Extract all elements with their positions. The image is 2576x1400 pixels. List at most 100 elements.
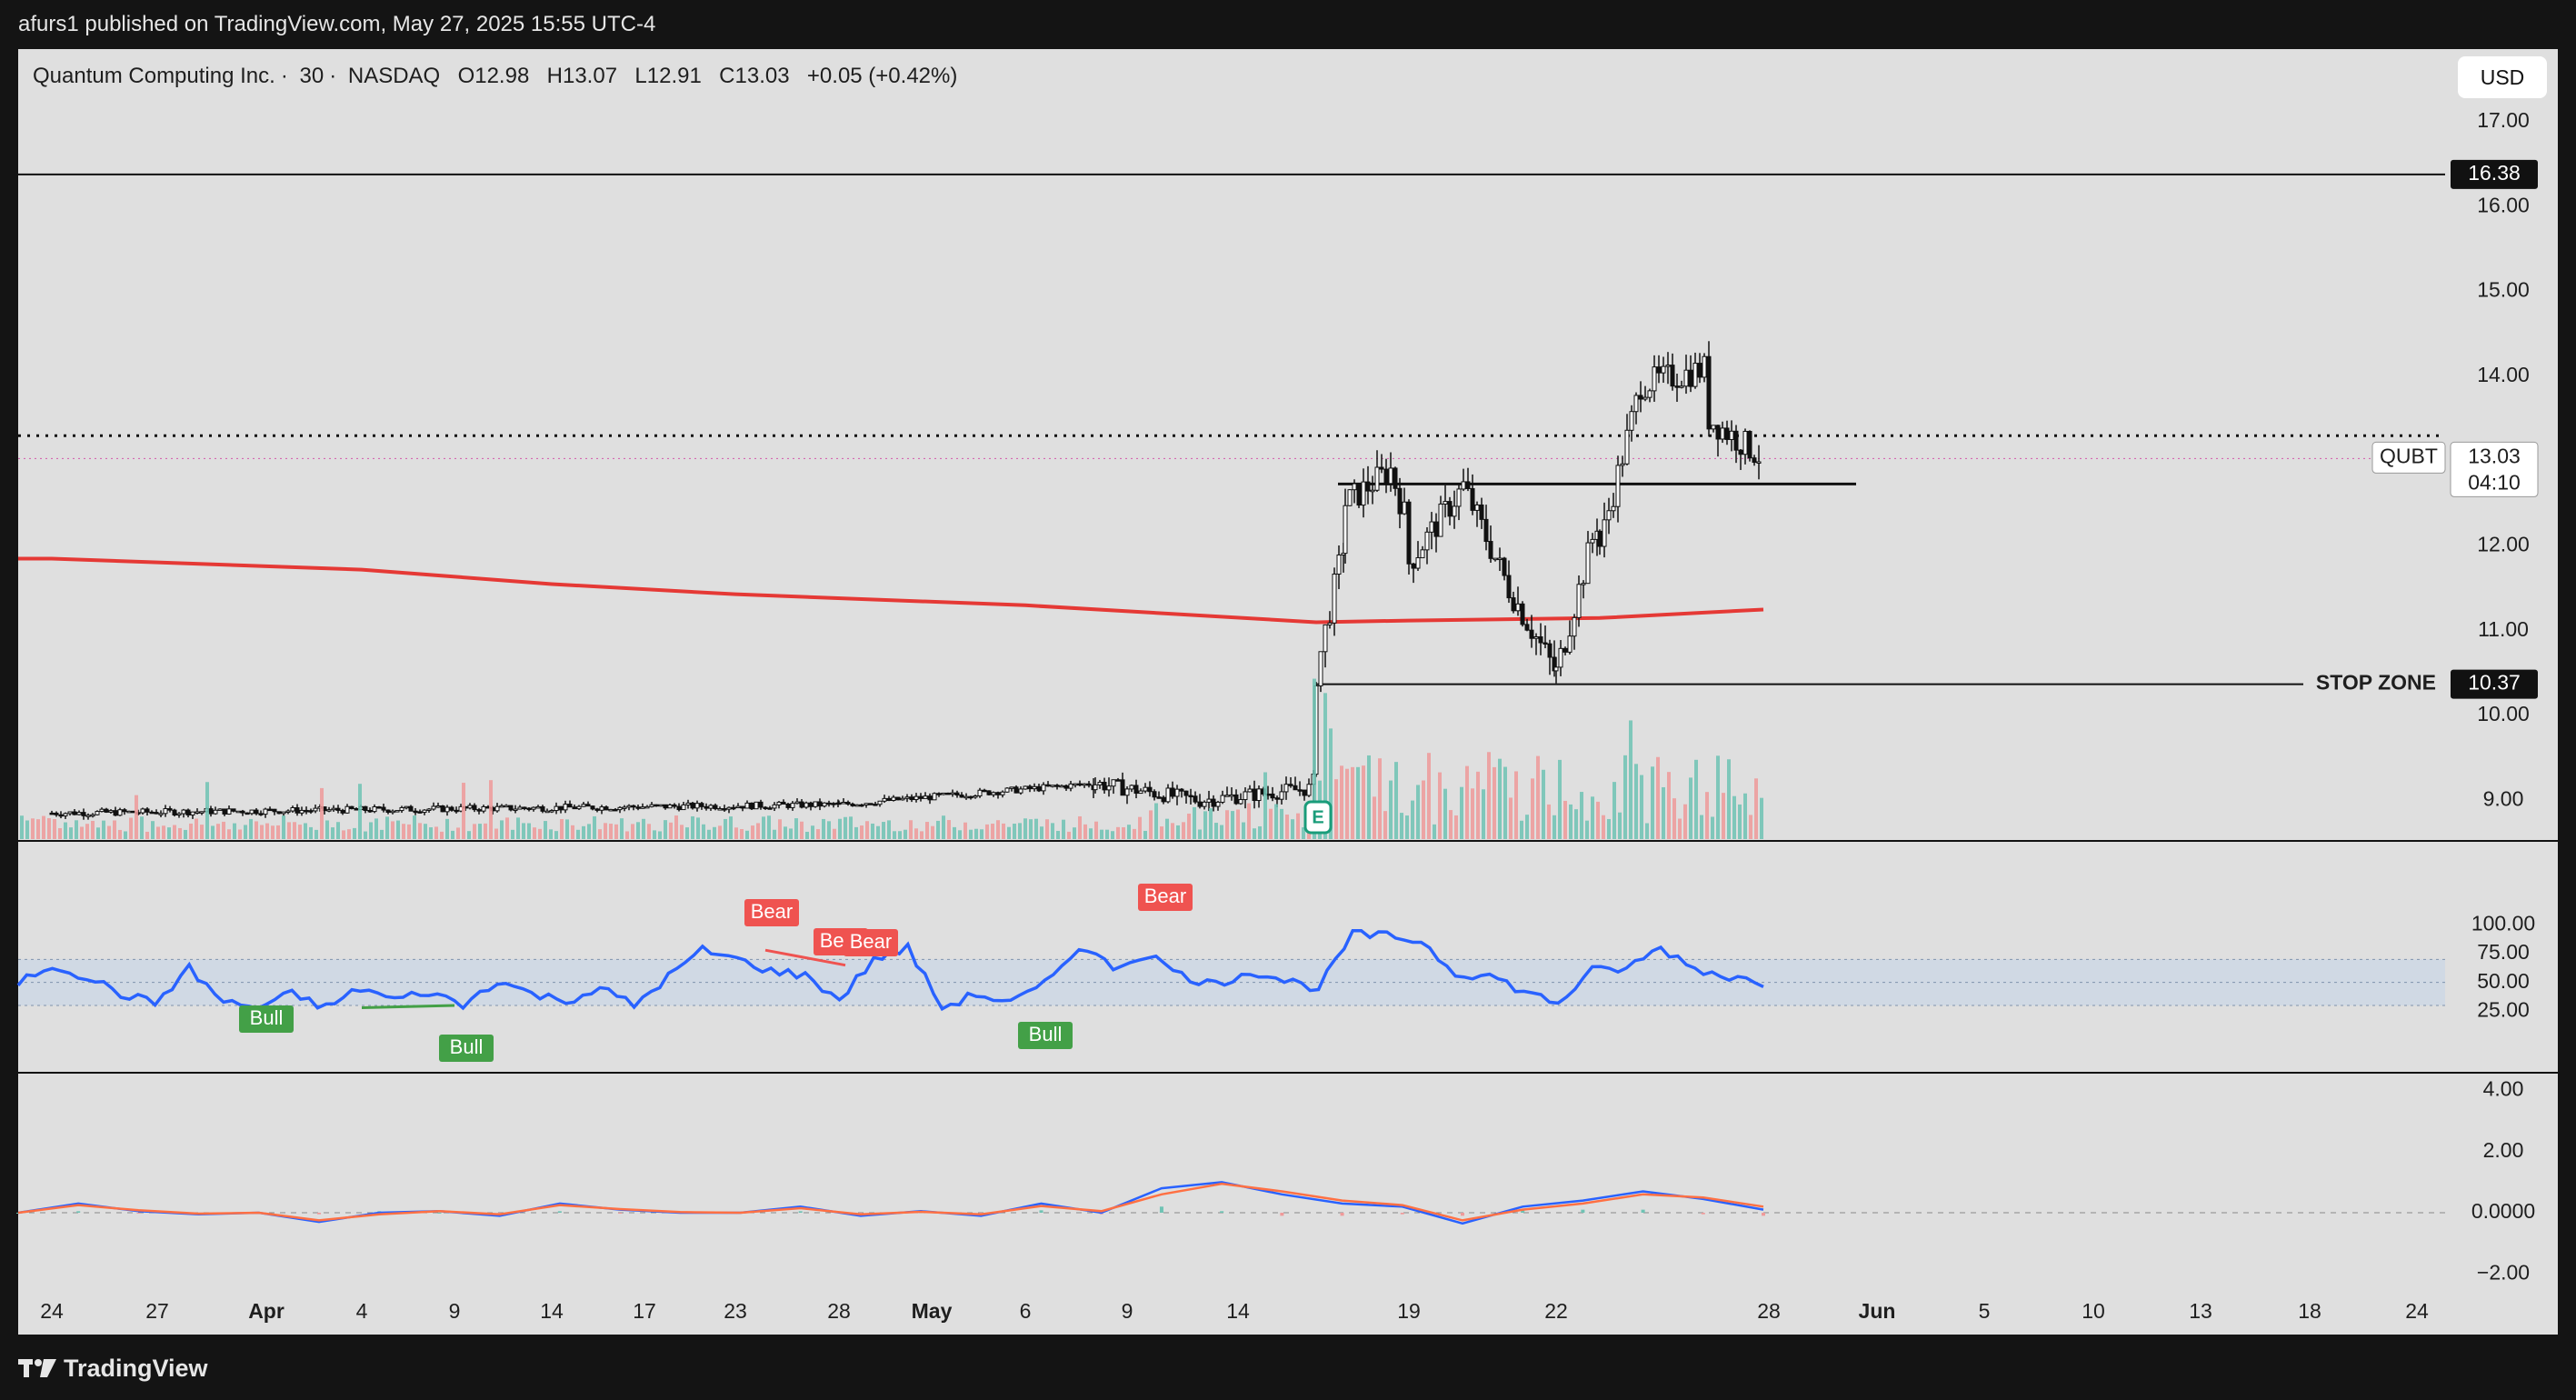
candle-body — [549, 810, 554, 813]
stop-price-tag — [2451, 669, 2538, 699]
volume-bar — [1487, 752, 1491, 839]
candle-body — [1302, 789, 1307, 796]
volume-bar — [42, 815, 45, 839]
timeframe[interactable]: 30 — [299, 64, 324, 88]
macd-axis-tick: 0.0000 — [2471, 1199, 2535, 1223]
volume-bar — [1356, 766, 1360, 839]
volume-bar — [522, 823, 525, 839]
candle-body — [140, 808, 145, 814]
rsi-bear-badge[interactable] — [1138, 884, 1193, 911]
candle-body — [1615, 465, 1621, 507]
volume-bar — [593, 815, 596, 839]
candle-body — [181, 809, 186, 815]
stop-zone-label[interactable]: STOP ZONE — [2316, 671, 2436, 695]
candle-body — [304, 809, 309, 813]
volume-bar — [336, 822, 340, 839]
volume-bar — [1722, 793, 1725, 839]
candle-body — [544, 810, 550, 814]
volume-bar — [1569, 804, 1573, 839]
candle-body — [63, 813, 68, 816]
volume-bar — [1705, 792, 1709, 839]
macd-line[interactable] — [17, 1181, 1764, 1225]
publish-info: afurs1 published on TradingView.com, May… — [0, 0, 2576, 49]
rsi-bull-badge[interactable] — [239, 1005, 294, 1033]
volume-bar — [805, 831, 809, 839]
candle-body — [1004, 787, 1010, 793]
volume-bar — [560, 819, 564, 839]
candle-body — [1193, 795, 1198, 803]
candle-body — [941, 792, 946, 795]
candle-body — [936, 793, 942, 795]
volume-bar — [189, 823, 193, 839]
volume-bar — [1089, 828, 1093, 839]
macd-histogram-bar — [1460, 1213, 1464, 1216]
volume-bar — [1634, 764, 1638, 839]
rsi-bull-badge[interactable] — [439, 1035, 494, 1062]
rsi-bear-badge[interactable] — [844, 929, 898, 956]
volume-bar — [1334, 779, 1338, 839]
candle-body — [1502, 557, 1507, 576]
candle-body — [408, 805, 414, 812]
earnings-marker-label[interactable]: E — [1312, 807, 1323, 827]
volume-bar — [658, 831, 662, 839]
candle-body — [299, 809, 305, 814]
volume-bar — [1689, 777, 1692, 839]
candle-body — [1183, 790, 1189, 796]
volume-bar — [920, 831, 924, 839]
candle-body — [822, 802, 827, 807]
last-price-label: 13.03 — [2468, 444, 2521, 467]
price-axis-tick: 14.00 — [2477, 363, 2530, 386]
candle-body — [504, 805, 509, 808]
candle-body — [295, 807, 300, 814]
volume-bar — [140, 816, 144, 839]
volume-bar — [156, 826, 160, 839]
candle-body — [372, 806, 377, 813]
candle-body — [635, 806, 641, 809]
candle-body — [1724, 427, 1730, 440]
candle-body — [367, 810, 373, 813]
chart-panel[interactable] — [18, 49, 2558, 1335]
rsi-bear-badge[interactable] — [744, 899, 799, 926]
volume-bar — [282, 815, 285, 839]
volume-bar — [1362, 765, 1365, 839]
earnings-marker-icon[interactable] — [1303, 800, 1333, 835]
volume-bar — [1280, 808, 1283, 839]
volume-bar — [91, 820, 95, 839]
candle-body — [104, 808, 109, 813]
moving-average-line[interactable] — [18, 556, 1764, 625]
time-axis-tick: 4 — [356, 1299, 368, 1323]
volume-bar — [315, 829, 318, 839]
volume-bar — [980, 829, 983, 839]
volume-bar — [947, 820, 951, 839]
volume-bar — [1711, 816, 1714, 839]
currency-button[interactable]: USD — [2458, 56, 2547, 98]
volume-bar — [625, 831, 629, 839]
candle-body — [513, 808, 518, 812]
volume-bar — [402, 824, 405, 839]
rsi-bull-label: Bull — [250, 1006, 284, 1029]
candle-body — [1572, 616, 1577, 637]
symbol-name[interactable]: Quantum Computing Inc. — [33, 64, 275, 88]
tradingview-logo[interactable]: TradingView — [18, 1355, 208, 1383]
candle-body — [1059, 785, 1064, 788]
time-axis-tick: 5 — [1979, 1299, 1991, 1323]
signal-line[interactable] — [17, 1182, 1764, 1222]
volume-bar — [909, 820, 913, 839]
volume-bar — [1263, 772, 1267, 839]
volume-bar — [985, 824, 989, 839]
volume-bar — [882, 822, 885, 839]
volume-bar — [1405, 815, 1409, 839]
time-axis-tick: 24 — [40, 1299, 64, 1323]
candle-body — [767, 807, 773, 810]
candle-body — [1041, 784, 1046, 792]
volume-bar — [1198, 829, 1202, 839]
candle-body — [1558, 647, 1563, 668]
volume-bar — [1345, 768, 1349, 839]
volume-bar — [1182, 822, 1185, 839]
rsi-bull-badge[interactable] — [1018, 1022, 1073, 1049]
rsi-axis-tick: 100.00 — [2471, 911, 2535, 935]
volume-bar — [151, 821, 155, 839]
candle-body — [1720, 427, 1725, 440]
symbol-tag — [2371, 441, 2446, 474]
